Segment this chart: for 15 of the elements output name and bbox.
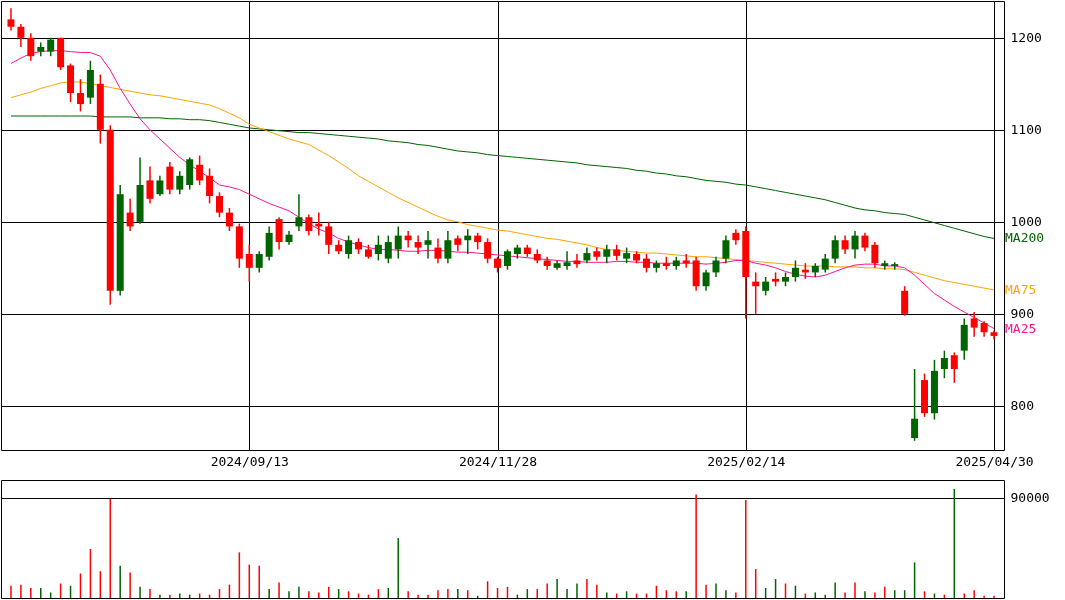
series-label: MA75 xyxy=(1005,281,1037,297)
line-series xyxy=(10,81,995,291)
x-tick-label: 2024/09/13 xyxy=(210,453,289,469)
x-tick-label: 2025/04/30 xyxy=(955,453,1034,469)
series-label: MA25 xyxy=(1005,320,1037,336)
series-label: MA200 xyxy=(1005,230,1045,246)
x-tick-label: 2025/02/14 xyxy=(707,453,786,469)
y-tick-label: 1200 xyxy=(1010,30,1042,46)
y-tick-label: 1000 xyxy=(1010,214,1042,230)
y-tick-label: 90000 xyxy=(1010,490,1050,506)
x-tick-label: 2024/11/28 xyxy=(458,453,538,469)
y-tick-label: 800 xyxy=(1010,398,1034,414)
y-tick-label: 900 xyxy=(1010,306,1034,322)
line-series xyxy=(10,115,995,239)
y-tick-label: 1100 xyxy=(1010,122,1042,138)
